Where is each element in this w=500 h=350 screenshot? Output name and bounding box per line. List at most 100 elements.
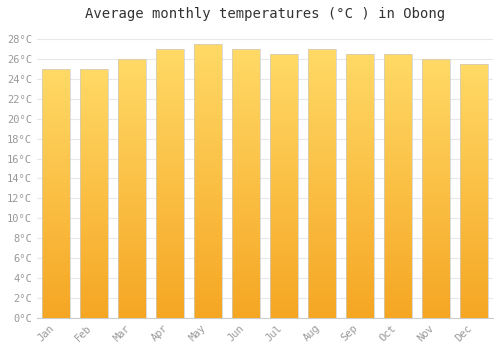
Bar (346, 148, 374, 149)
Bar (460, 142, 488, 144)
Bar (156, 171, 184, 173)
Bar (118, 246, 146, 248)
Bar (308, 103, 336, 104)
Bar (118, 214, 146, 216)
Bar (42, 247, 70, 248)
Bar (384, 92, 412, 93)
Bar (346, 191, 374, 193)
Bar (80, 69, 108, 70)
Bar (194, 70, 222, 71)
Bar (384, 67, 412, 69)
Bar (308, 174, 336, 175)
Bar (422, 238, 450, 239)
Bar (42, 260, 70, 262)
Bar (422, 305, 450, 306)
Bar (460, 217, 488, 219)
Bar (156, 159, 184, 161)
Bar (80, 253, 108, 254)
Bar (80, 304, 108, 306)
Title: Average monthly temperatures (°C ) in Obong: Average monthly temperatures (°C ) in Ob… (85, 7, 445, 21)
Bar (460, 294, 488, 295)
Bar (422, 217, 450, 218)
Bar (232, 60, 260, 61)
Bar (270, 290, 298, 292)
Bar (308, 96, 336, 97)
Bar (384, 223, 412, 224)
Bar (156, 155, 184, 156)
Bar (42, 99, 70, 100)
Bar (384, 137, 412, 138)
Bar (460, 266, 488, 267)
Bar (118, 223, 146, 225)
Bar (308, 198, 336, 200)
Bar (308, 225, 336, 226)
Bar (80, 131, 108, 132)
Bar (460, 276, 488, 277)
Bar (118, 283, 146, 284)
Bar (422, 281, 450, 283)
Bar (42, 208, 70, 210)
Bar (308, 298, 336, 299)
Bar (232, 194, 260, 196)
Bar (80, 252, 108, 253)
Bar (270, 220, 298, 222)
Bar (194, 55, 222, 56)
Bar (460, 206, 488, 208)
Bar (194, 211, 222, 212)
Bar (346, 158, 374, 160)
Bar (118, 94, 146, 95)
Bar (346, 289, 374, 290)
Bar (156, 206, 184, 208)
Bar (460, 110, 488, 111)
Bar (194, 226, 222, 228)
Bar (346, 260, 374, 261)
Bar (422, 124, 450, 125)
Bar (422, 118, 450, 120)
Bar (460, 179, 488, 181)
Bar (308, 268, 336, 270)
Bar (270, 216, 298, 218)
Bar (346, 309, 374, 310)
Bar (194, 219, 222, 220)
Bar (346, 111, 374, 112)
Bar (346, 188, 374, 190)
Bar (80, 168, 108, 170)
Bar (156, 237, 184, 239)
Bar (422, 212, 450, 213)
Bar (384, 211, 412, 212)
Bar (156, 254, 184, 256)
Bar (346, 285, 374, 286)
Bar (384, 220, 412, 222)
Bar (308, 303, 336, 304)
Bar (80, 212, 108, 213)
Bar (156, 283, 184, 284)
Bar (460, 154, 488, 155)
Bar (308, 116, 336, 118)
Bar (270, 253, 298, 254)
Bar (384, 99, 412, 100)
Bar (118, 81, 146, 82)
Bar (460, 267, 488, 268)
Bar (156, 62, 184, 64)
Bar (232, 124, 260, 126)
Bar (460, 150, 488, 152)
Bar (384, 310, 412, 311)
Bar (42, 126, 70, 127)
Bar (422, 297, 450, 299)
Bar (384, 272, 412, 273)
Bar (80, 91, 108, 92)
Bar (156, 287, 184, 288)
Bar (42, 249, 70, 251)
Bar (384, 232, 412, 233)
Bar (460, 244, 488, 245)
Bar (42, 107, 70, 109)
Bar (156, 105, 184, 107)
Bar (118, 200, 146, 201)
Bar (346, 228, 374, 230)
Bar (460, 174, 488, 176)
Bar (232, 287, 260, 288)
Bar (422, 107, 450, 108)
Bar (270, 264, 298, 265)
Bar (384, 183, 412, 184)
Bar (422, 315, 450, 316)
